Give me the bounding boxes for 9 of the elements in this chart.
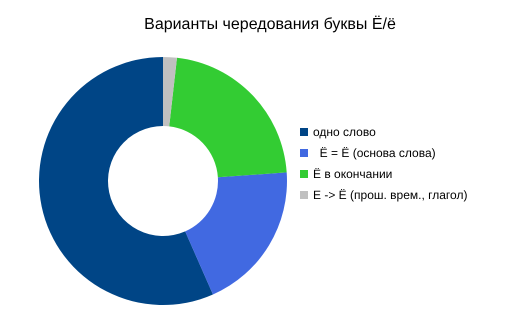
legend-label: одно слово bbox=[313, 124, 376, 138]
donut-slice bbox=[169, 58, 287, 178]
chart-title: Варианты чередования буквы Ё/ё bbox=[143, 16, 397, 34]
donut-slice bbox=[39, 57, 213, 305]
legend-label: Ё = Ё (основа слова) bbox=[318, 146, 436, 160]
donut-slice bbox=[163, 57, 177, 126]
legend-label: Е -> Ё (прош. врем., глагол) bbox=[313, 188, 468, 202]
donut-slice bbox=[185, 172, 287, 294]
legend-label: Ё в окончании bbox=[313, 166, 392, 180]
